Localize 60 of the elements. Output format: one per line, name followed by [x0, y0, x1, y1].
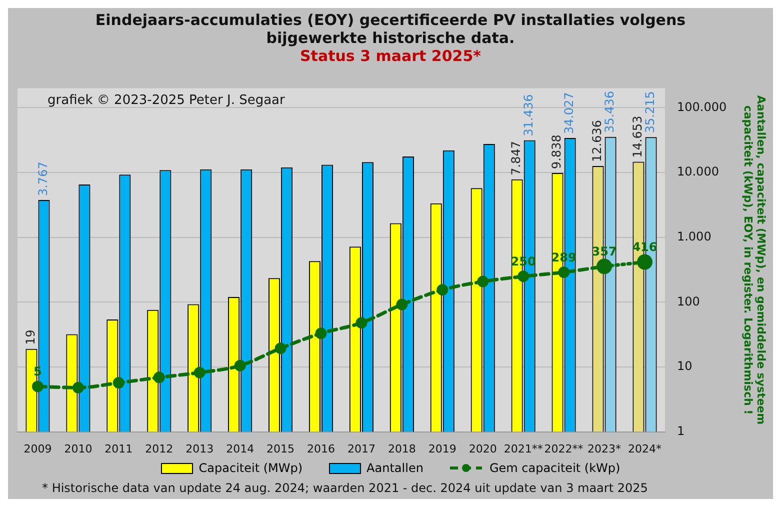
data-label: 416	[632, 240, 658, 254]
y-tick-label: 10.000	[676, 164, 719, 179]
point	[32, 380, 44, 392]
data-label: 35.215	[643, 91, 658, 134]
text: * Historische data van update 24 aug. 2024; waarden 2021 - dec. 2024 uit update van 3 maart 2025	[42, 481, 649, 495]
y-tick-label: 100.000	[676, 100, 727, 114]
legend-label: Gem capaciteit (kWp)	[489, 461, 620, 475]
point	[396, 298, 408, 310]
data-label: 19	[24, 330, 38, 345]
x-tick-label: 2023*	[588, 442, 622, 456]
data-label: 14.653	[630, 116, 645, 158]
data-label: 357	[592, 244, 617, 258]
x-tick-label: 2024*	[628, 442, 662, 456]
point	[636, 254, 652, 270]
point	[72, 382, 84, 394]
data-label: 289	[551, 250, 576, 264]
y-axis-title: Aantallen, capaciteit (MWp), en gemiddelde systeem capaciteit (kWp), EOY, in register. Logarithmisch !	[741, 95, 768, 425]
x-tick-label: 2010	[64, 442, 92, 456]
x-tick-label: 2009	[24, 442, 52, 456]
x-tick-label: 2016	[307, 442, 336, 456]
x-tick-label: 2021**	[504, 442, 544, 456]
point	[234, 360, 246, 372]
point	[436, 284, 448, 296]
data-label: 3.767	[36, 162, 50, 196]
legend-label: Aantallen	[366, 461, 424, 475]
point	[153, 372, 165, 384]
y-tick-label: 10	[676, 359, 692, 374]
x-tick-label: 2018	[388, 442, 416, 456]
data-label: 12.636	[590, 120, 604, 162]
chart-subtitle: Status 3 maart 2025*	[298, 47, 482, 65]
x-tick-label: 2012	[145, 442, 174, 456]
y-tick-label: 100	[676, 294, 700, 308]
x-tick-label: 2011	[104, 442, 133, 456]
x-tick-label: 2019	[428, 442, 456, 456]
x-tick-label: 2017	[347, 442, 376, 456]
point	[112, 377, 124, 389]
point	[274, 342, 286, 354]
point	[315, 328, 327, 340]
chart-title: Eindejaars-accumulaties (EOY) gecertificeerde PV installaties volgens bijgewerkte historische data.	[94, 11, 687, 47]
point	[518, 270, 530, 282]
annotation: grafiek © 2023-2025 Peter J. Segaar	[48, 93, 286, 108]
point	[558, 266, 570, 278]
x-tick-label: 2015	[266, 442, 295, 456]
x-tick-label: 2020	[468, 442, 497, 456]
point	[356, 317, 368, 329]
data-label: 7.847	[509, 140, 524, 176]
x-tick-label: 2014	[226, 442, 254, 456]
data-label: 250	[510, 254, 536, 268]
y-tick-label: 1	[676, 424, 685, 438]
data-label: 34.027	[562, 92, 576, 134]
data-label: 31.436	[522, 94, 536, 136]
x-tick-label: 2013	[186, 442, 214, 456]
point	[194, 366, 206, 378]
data-label: 9.838	[550, 134, 564, 169]
data-label: 5	[34, 364, 42, 379]
data-label: 35.436	[602, 90, 617, 133]
legend-label: Capaciteit (MWp)	[198, 461, 303, 475]
point	[477, 276, 489, 288]
x-tick-label: 2022**	[544, 442, 584, 456]
y-tick-label: 1.000	[676, 229, 712, 244]
